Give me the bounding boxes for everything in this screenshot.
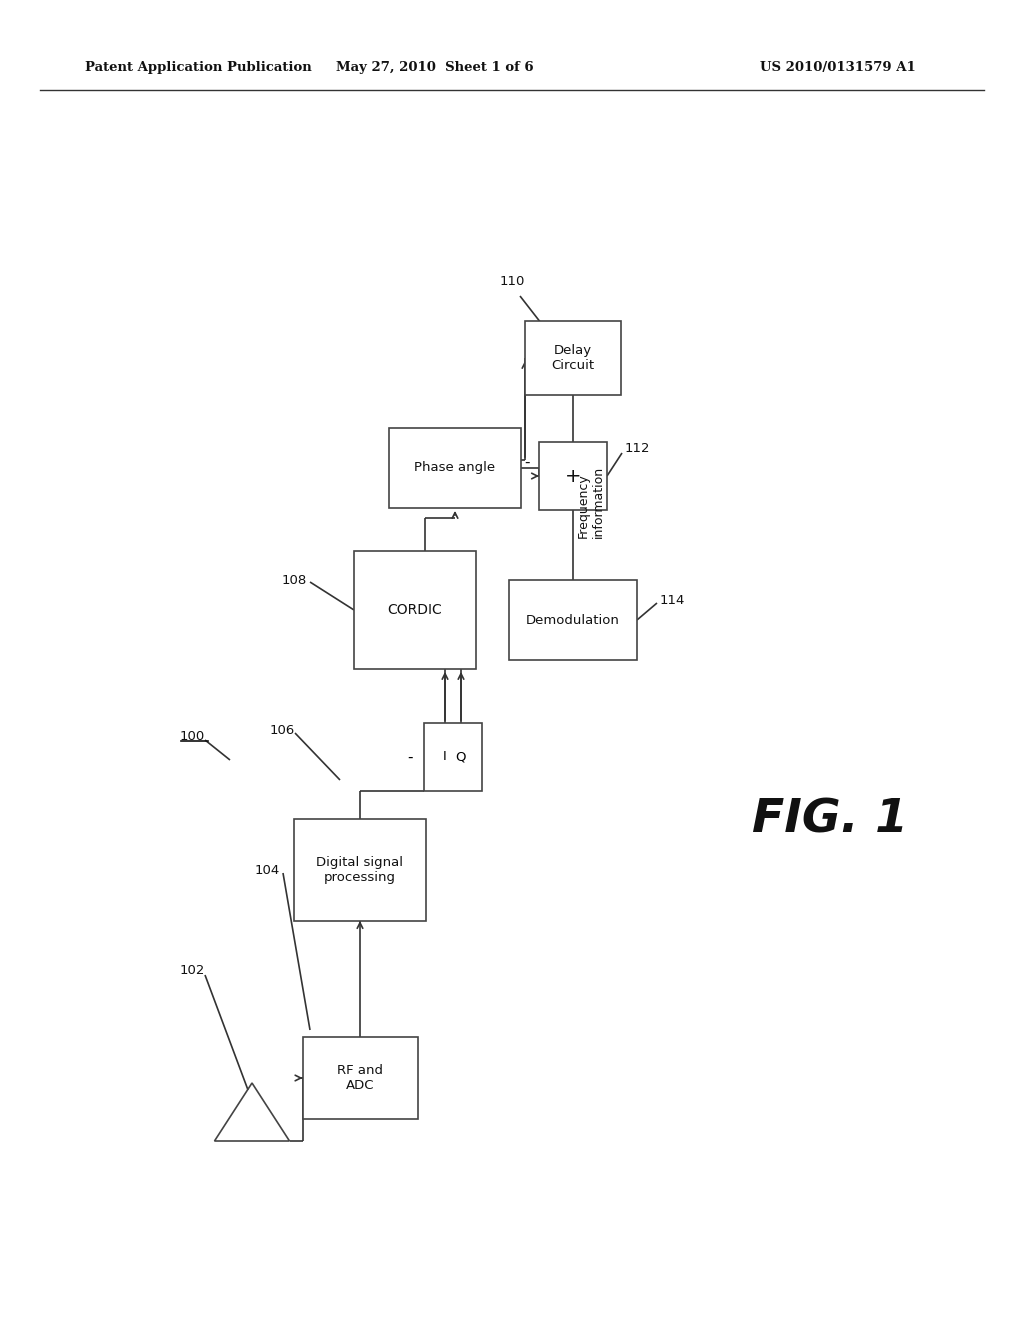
Text: Delay
Circuit: Delay Circuit bbox=[552, 345, 595, 372]
Text: 100: 100 bbox=[180, 730, 205, 743]
Text: CORDIC: CORDIC bbox=[388, 603, 442, 616]
Text: Patent Application Publication: Patent Application Publication bbox=[85, 62, 311, 74]
FancyBboxPatch shape bbox=[509, 579, 637, 660]
FancyBboxPatch shape bbox=[354, 550, 476, 669]
FancyBboxPatch shape bbox=[424, 723, 482, 791]
Text: 106: 106 bbox=[269, 723, 295, 737]
Text: I: I bbox=[443, 751, 446, 763]
Text: -: - bbox=[524, 454, 529, 470]
Text: 114: 114 bbox=[660, 594, 685, 606]
Text: -: - bbox=[408, 750, 413, 764]
Text: FIG. 1: FIG. 1 bbox=[752, 797, 908, 842]
Text: 110: 110 bbox=[500, 275, 524, 288]
Text: 104: 104 bbox=[255, 863, 280, 876]
Text: 112: 112 bbox=[625, 441, 650, 454]
Text: May 27, 2010  Sheet 1 of 6: May 27, 2010 Sheet 1 of 6 bbox=[336, 62, 534, 74]
Text: Demodulation: Demodulation bbox=[526, 614, 620, 627]
FancyBboxPatch shape bbox=[525, 321, 621, 395]
Text: Phase angle: Phase angle bbox=[415, 462, 496, 474]
Text: Frequency
information: Frequency information bbox=[577, 466, 605, 539]
Text: +: + bbox=[565, 466, 582, 486]
Text: 102: 102 bbox=[179, 964, 205, 977]
FancyBboxPatch shape bbox=[539, 442, 607, 510]
Text: US 2010/0131579 A1: US 2010/0131579 A1 bbox=[760, 62, 915, 74]
Text: Digital signal
processing: Digital signal processing bbox=[316, 855, 403, 884]
FancyBboxPatch shape bbox=[389, 428, 521, 508]
Text: RF and
ADC: RF and ADC bbox=[337, 1064, 383, 1092]
FancyBboxPatch shape bbox=[294, 818, 426, 921]
Text: Q: Q bbox=[456, 751, 466, 763]
FancyBboxPatch shape bbox=[302, 1038, 418, 1119]
Text: 108: 108 bbox=[282, 573, 307, 586]
